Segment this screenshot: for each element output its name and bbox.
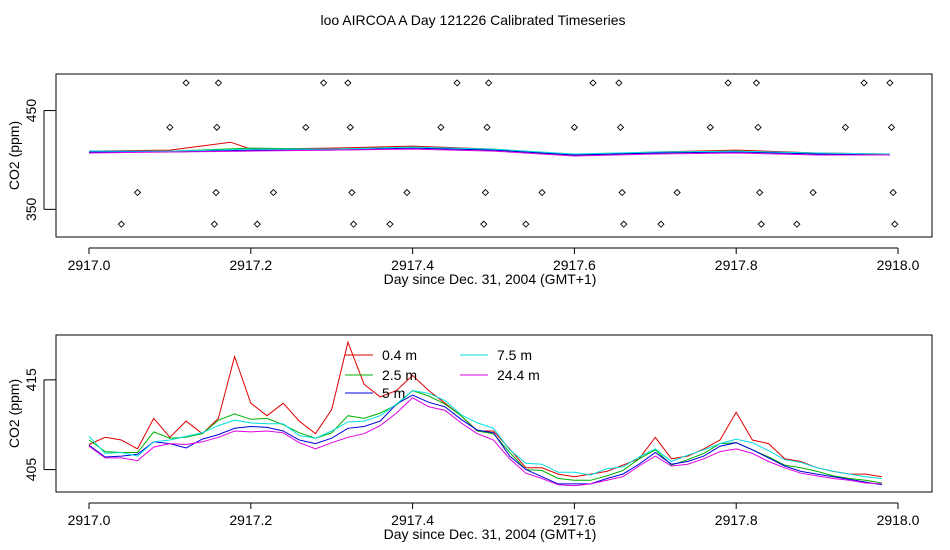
diamond-point <box>891 220 899 228</box>
series-lines <box>88 340 882 487</box>
diamond-point <box>437 123 445 131</box>
diamond-point <box>620 220 628 228</box>
diamond-point <box>673 188 681 197</box>
diamond-point <box>213 123 221 131</box>
series-lines <box>88 141 890 157</box>
diamond-point <box>809 188 817 197</box>
series-line-0-4-m <box>88 340 882 478</box>
series-line-5-m <box>88 394 882 486</box>
diamond-point <box>485 79 493 87</box>
diamond-point <box>483 123 491 131</box>
series-line-24-4-m <box>88 397 882 487</box>
y-tick-label: 450 <box>23 99 39 123</box>
x-tick-label: 2917.2 <box>229 512 272 528</box>
diamond-point <box>346 123 354 131</box>
diamond-point <box>889 188 897 197</box>
diamond-point <box>166 123 174 131</box>
x-tick-label: 2917.8 <box>715 512 758 528</box>
y-tick-label: 350 <box>23 197 39 221</box>
diamond-point <box>522 220 530 228</box>
x-tick-label: 2918.0 <box>877 257 920 273</box>
x-tick-label: 2917.4 <box>391 257 434 273</box>
x-tick-label: 2917.4 <box>391 512 434 528</box>
legend-label: 5 m <box>382 385 405 401</box>
x-axis: 2917.0 2917.2 2917.4 2917.6 2917.8 2918.0 Day … <box>68 247 920 287</box>
diamond-point <box>302 123 310 131</box>
diamond-point <box>752 79 761 87</box>
diamond-point <box>403 188 411 197</box>
figure-title: loo AIRCOA A Day 121226 Calibrated Times… <box>320 12 625 28</box>
x-tick-label: 2918.0 <box>877 512 920 528</box>
series-line-7-5-m <box>88 390 882 479</box>
legend-label: 2.5 m <box>382 367 417 383</box>
x-tick-label: 2917.6 <box>553 512 596 528</box>
series-line-7-5-m <box>89 146 890 155</box>
legend-label: 7.5 m <box>497 347 532 363</box>
diamond-markers <box>117 79 899 228</box>
y-tick-label: 415 <box>23 368 39 392</box>
plot-frame <box>55 73 933 238</box>
legend-label: 0.4 m <box>382 347 417 363</box>
y-tick-label: 405 <box>23 458 39 482</box>
diamond-point <box>793 220 801 228</box>
diamond-point <box>210 220 219 228</box>
diamond-point <box>615 79 623 87</box>
diamond-point <box>841 123 850 131</box>
x-axis-label: Day since Dec. 31, 2004 (GMT+1) <box>384 271 597 287</box>
diamond-point <box>269 188 278 197</box>
x-tick-label: 2917.2 <box>229 257 272 273</box>
series-line-5-m <box>89 147 890 156</box>
diamond-point <box>724 79 732 87</box>
top-panel-co2-all-levels: 2917.0 2917.2 2917.4 2917.6 2917.8 2918.0 Day … <box>6 73 933 287</box>
x-tick-label: 2917.6 <box>553 257 596 273</box>
diamond-point <box>453 79 461 87</box>
y-axis-label: CO2 (ppm) <box>6 121 22 190</box>
diamond-point <box>182 79 190 87</box>
bottom-panel-co2-per-height: 2917.0 2917.2 2917.4 2917.6 2917.8 2918.0 Day … <box>6 334 933 542</box>
x-axis-label: Day since Dec. 31, 2004 (GMT+1) <box>384 526 597 542</box>
diamond-point <box>538 188 546 197</box>
diamond-point <box>214 79 223 87</box>
diamond-point <box>757 220 765 228</box>
diamond-point <box>616 123 625 131</box>
diamond-point <box>618 188 626 197</box>
diamond-point <box>348 188 356 197</box>
x-tick-label: 2917.8 <box>715 257 758 273</box>
diamond-point <box>253 220 261 228</box>
y-axis-label: CO2 (ppm) <box>6 379 22 448</box>
legend: 0.4 m 2.5 m 5 m 7.5 m 24.4 m <box>345 347 540 401</box>
legend-label: 24.4 m <box>497 367 540 383</box>
diamond-point <box>344 79 352 87</box>
x-tick-label: 2917.0 <box>68 512 111 528</box>
diamond-point <box>480 220 488 228</box>
diamond-point <box>754 123 762 131</box>
diamond-point <box>657 220 665 228</box>
diamond-point <box>589 79 597 87</box>
diamond-point <box>117 220 125 228</box>
diamond-point <box>860 79 868 87</box>
plot-frame <box>55 334 933 493</box>
x-tick-label: 2917.0 <box>68 257 111 273</box>
x-axis: 2917.0 2917.2 2917.4 2917.6 2917.8 2918.0 Day … <box>68 502 920 542</box>
diamond-point <box>570 123 579 131</box>
diamond-point <box>887 123 896 131</box>
diamond-point <box>319 79 328 87</box>
diamond-point <box>386 220 394 228</box>
series-line-24-4-m <box>88 148 890 157</box>
diamond-point <box>706 123 714 131</box>
diamond-point <box>212 188 220 197</box>
diamond-point <box>349 220 358 228</box>
diamond-point <box>756 188 764 197</box>
diamond-point <box>133 188 142 197</box>
diamond-point <box>481 188 490 197</box>
diamond-point <box>886 79 894 87</box>
